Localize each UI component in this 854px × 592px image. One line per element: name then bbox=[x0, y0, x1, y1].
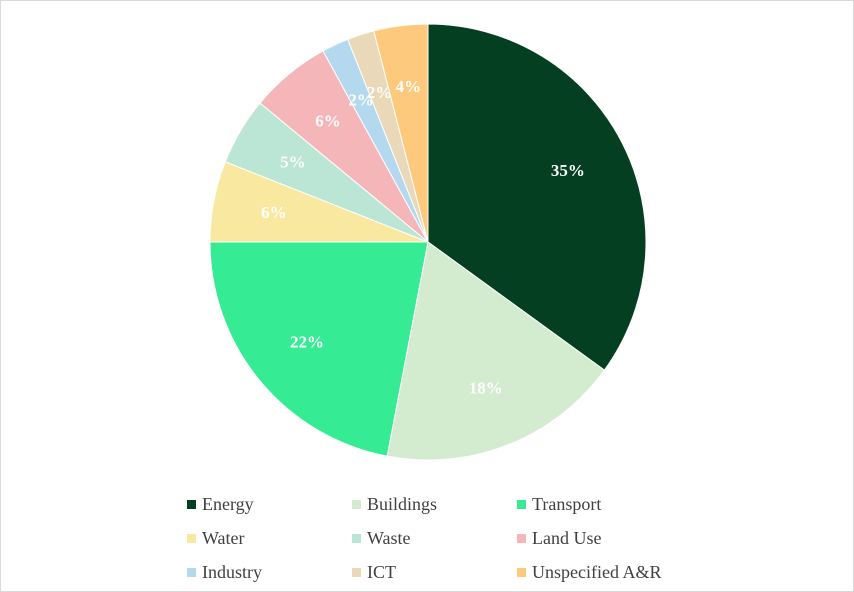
legend-label: Industry bbox=[202, 561, 262, 582]
data-label-land-use: 6% bbox=[315, 112, 341, 131]
data-label-transport: 22% bbox=[290, 333, 324, 352]
legend-label: ICT bbox=[367, 561, 396, 582]
pie-slice-buildings bbox=[386, 241, 606, 461]
legend-item-transport: Transport bbox=[517, 487, 717, 521]
legend-item-waste: Waste bbox=[352, 521, 517, 555]
legend-label: Land Use bbox=[532, 527, 602, 548]
legend-swatch bbox=[187, 533, 196, 543]
legend-item-industry: Industry bbox=[187, 555, 352, 589]
data-label-energy: 35% bbox=[551, 161, 585, 180]
legend-item-ict: ICT bbox=[352, 555, 517, 589]
legend-label: Water bbox=[202, 527, 245, 548]
legend-swatch bbox=[352, 567, 361, 577]
legend-label: Buildings bbox=[367, 493, 438, 514]
legend-swatch bbox=[187, 567, 196, 577]
data-label-ict: 2% bbox=[367, 83, 393, 102]
legend-item-energy: Energy bbox=[187, 487, 352, 521]
legend-label: Transport bbox=[532, 493, 602, 514]
legend-item-land-use: Land Use bbox=[517, 521, 717, 555]
data-label-waste: 5% bbox=[280, 153, 306, 172]
data-label-unspecified-a-r: 4% bbox=[396, 77, 422, 96]
legend-item-water: Water bbox=[187, 521, 352, 555]
pie-slice-energy bbox=[427, 23, 647, 371]
data-label-water: 6% bbox=[261, 203, 287, 222]
pie-slice-transport bbox=[209, 241, 429, 457]
data-label-industry: 2% bbox=[348, 90, 374, 109]
legend-item-unspecified-a-r: Unspecified A&R bbox=[517, 555, 717, 589]
legend-label: Energy bbox=[202, 493, 254, 514]
legend-swatch bbox=[517, 567, 526, 577]
data-label-buildings: 18% bbox=[469, 378, 503, 397]
legend-swatch bbox=[352, 533, 361, 543]
legend-label: Unspecified A&R bbox=[532, 561, 662, 582]
legend: Energy Buildings Transport Water Waste Land U… bbox=[187, 487, 717, 589]
legend-swatch bbox=[352, 499, 361, 509]
legend-label: Waste bbox=[367, 527, 411, 548]
legend-swatch bbox=[517, 533, 526, 543]
legend-swatch bbox=[187, 499, 196, 509]
legend-swatch bbox=[517, 499, 526, 509]
legend-item-buildings: Buildings bbox=[352, 487, 517, 521]
pie-slice-unspecified-a-r bbox=[373, 23, 429, 243]
